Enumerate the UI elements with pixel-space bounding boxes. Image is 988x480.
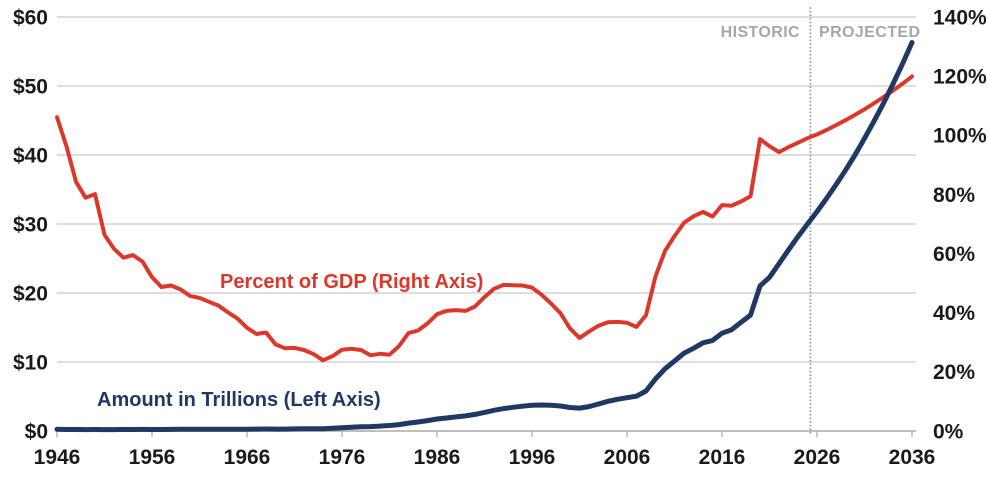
x-tick-label: 1946: [34, 446, 81, 469]
y-right-tick-label: 100%: [933, 125, 987, 148]
y-left-tick-label: $20: [13, 282, 48, 305]
series-lines: [54, 40, 915, 433]
x-tick-label: 1996: [509, 446, 556, 469]
projected-zone-label: PROJECTED: [819, 24, 920, 41]
y-left-axis-labels: $0 $10 $20 $30 $40 $50 $60: [13, 6, 48, 443]
historic-zone-label: HISTORIC: [721, 24, 800, 41]
y-left-tick-label: $30: [13, 213, 48, 236]
y-left-tick-label: $50: [13, 75, 48, 98]
y-right-tick-label: 60%: [933, 243, 975, 266]
y-right-tick-label: 140%: [933, 6, 987, 29]
debt-series-label: Amount in Trillions (Left Axis): [97, 389, 381, 411]
x-tick-label: 1966: [224, 446, 271, 469]
x-tick-label: 1956: [129, 446, 176, 469]
y-left-tick-label: $0: [25, 420, 48, 443]
x-axis-labels: 1946 1956 1966 1976 1986 1996 2006 2016 2026 2036: [34, 446, 936, 469]
y-left-tick-label: $40: [13, 144, 48, 167]
x-tick-label: 2006: [604, 446, 651, 469]
x-tick-label: 1986: [414, 446, 461, 469]
y-right-tick-label: 80%: [933, 184, 975, 207]
y-left-tick-label: $60: [13, 6, 48, 29]
gdp-series-label: Percent of GDP (Right Axis): [220, 271, 483, 293]
x-tick-label: 2016: [699, 446, 746, 469]
y-right-axis-labels: 0% 20% 40% 60% 80% 100% 120% 140%: [933, 6, 987, 443]
gridlines: [57, 16, 916, 432]
x-tick-label: 2036: [889, 446, 936, 469]
y-right-tick-label: 0%: [933, 420, 964, 443]
x-tick-label: 2026: [794, 446, 841, 469]
x-tick-label: 1976: [319, 446, 366, 469]
y-left-tick-label: $10: [13, 351, 48, 374]
y-right-tick-label: 120%: [933, 65, 987, 88]
y-right-tick-label: 20%: [933, 361, 975, 384]
percent-of-gdp-line: [55, 74, 914, 363]
debt-amount-line: [54, 40, 915, 433]
x-axis-ticks: [56, 431, 913, 437]
y-right-tick-label: 40%: [933, 302, 975, 325]
